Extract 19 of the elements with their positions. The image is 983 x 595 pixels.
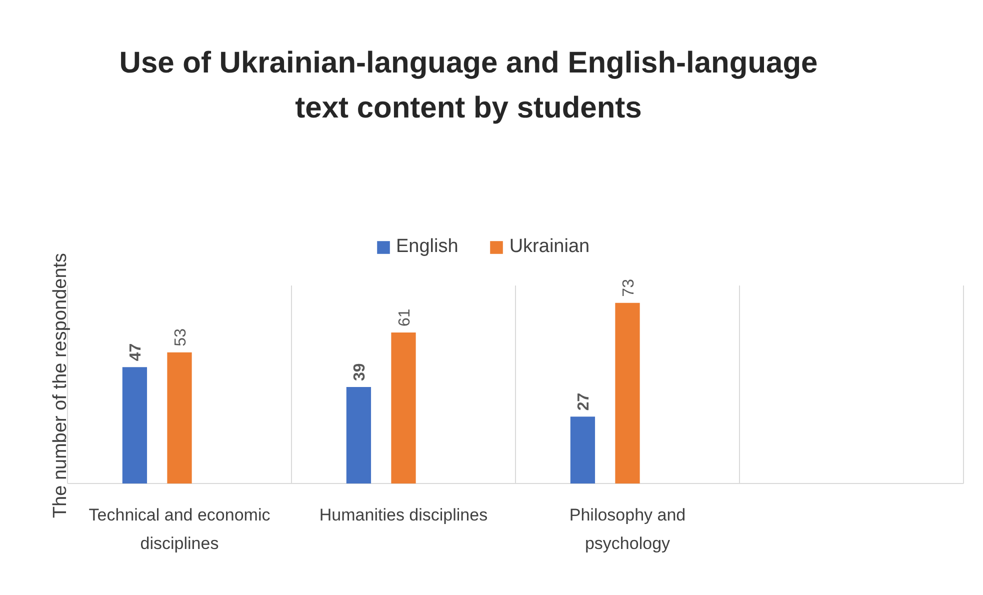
data-label: 61	[396, 308, 414, 327]
bar	[167, 352, 192, 484]
chart-title: Use of Ukrainian-language and English-language text content by students	[119, 46, 818, 124]
x-tick-label: Technical and economic disciplines	[88, 506, 271, 553]
data-label: 27	[576, 392, 593, 411]
data-label: 39	[352, 363, 369, 381]
data-label: 47	[128, 343, 145, 362]
legend-label: English	[396, 236, 458, 258]
x-tick-label: Philosophy and psychology	[569, 506, 686, 553]
data-label: 53	[172, 328, 190, 346]
y-axis-title: The number of the respondents	[50, 252, 71, 518]
bar	[615, 302, 640, 484]
data-label: 73	[620, 278, 638, 297]
bar	[346, 386, 372, 484]
bar	[570, 416, 596, 484]
legend-label: Ukrainian	[509, 236, 590, 258]
bar	[122, 367, 148, 484]
x-tick-label: Humanities disciplines	[319, 506, 488, 524]
bar	[391, 332, 416, 484]
